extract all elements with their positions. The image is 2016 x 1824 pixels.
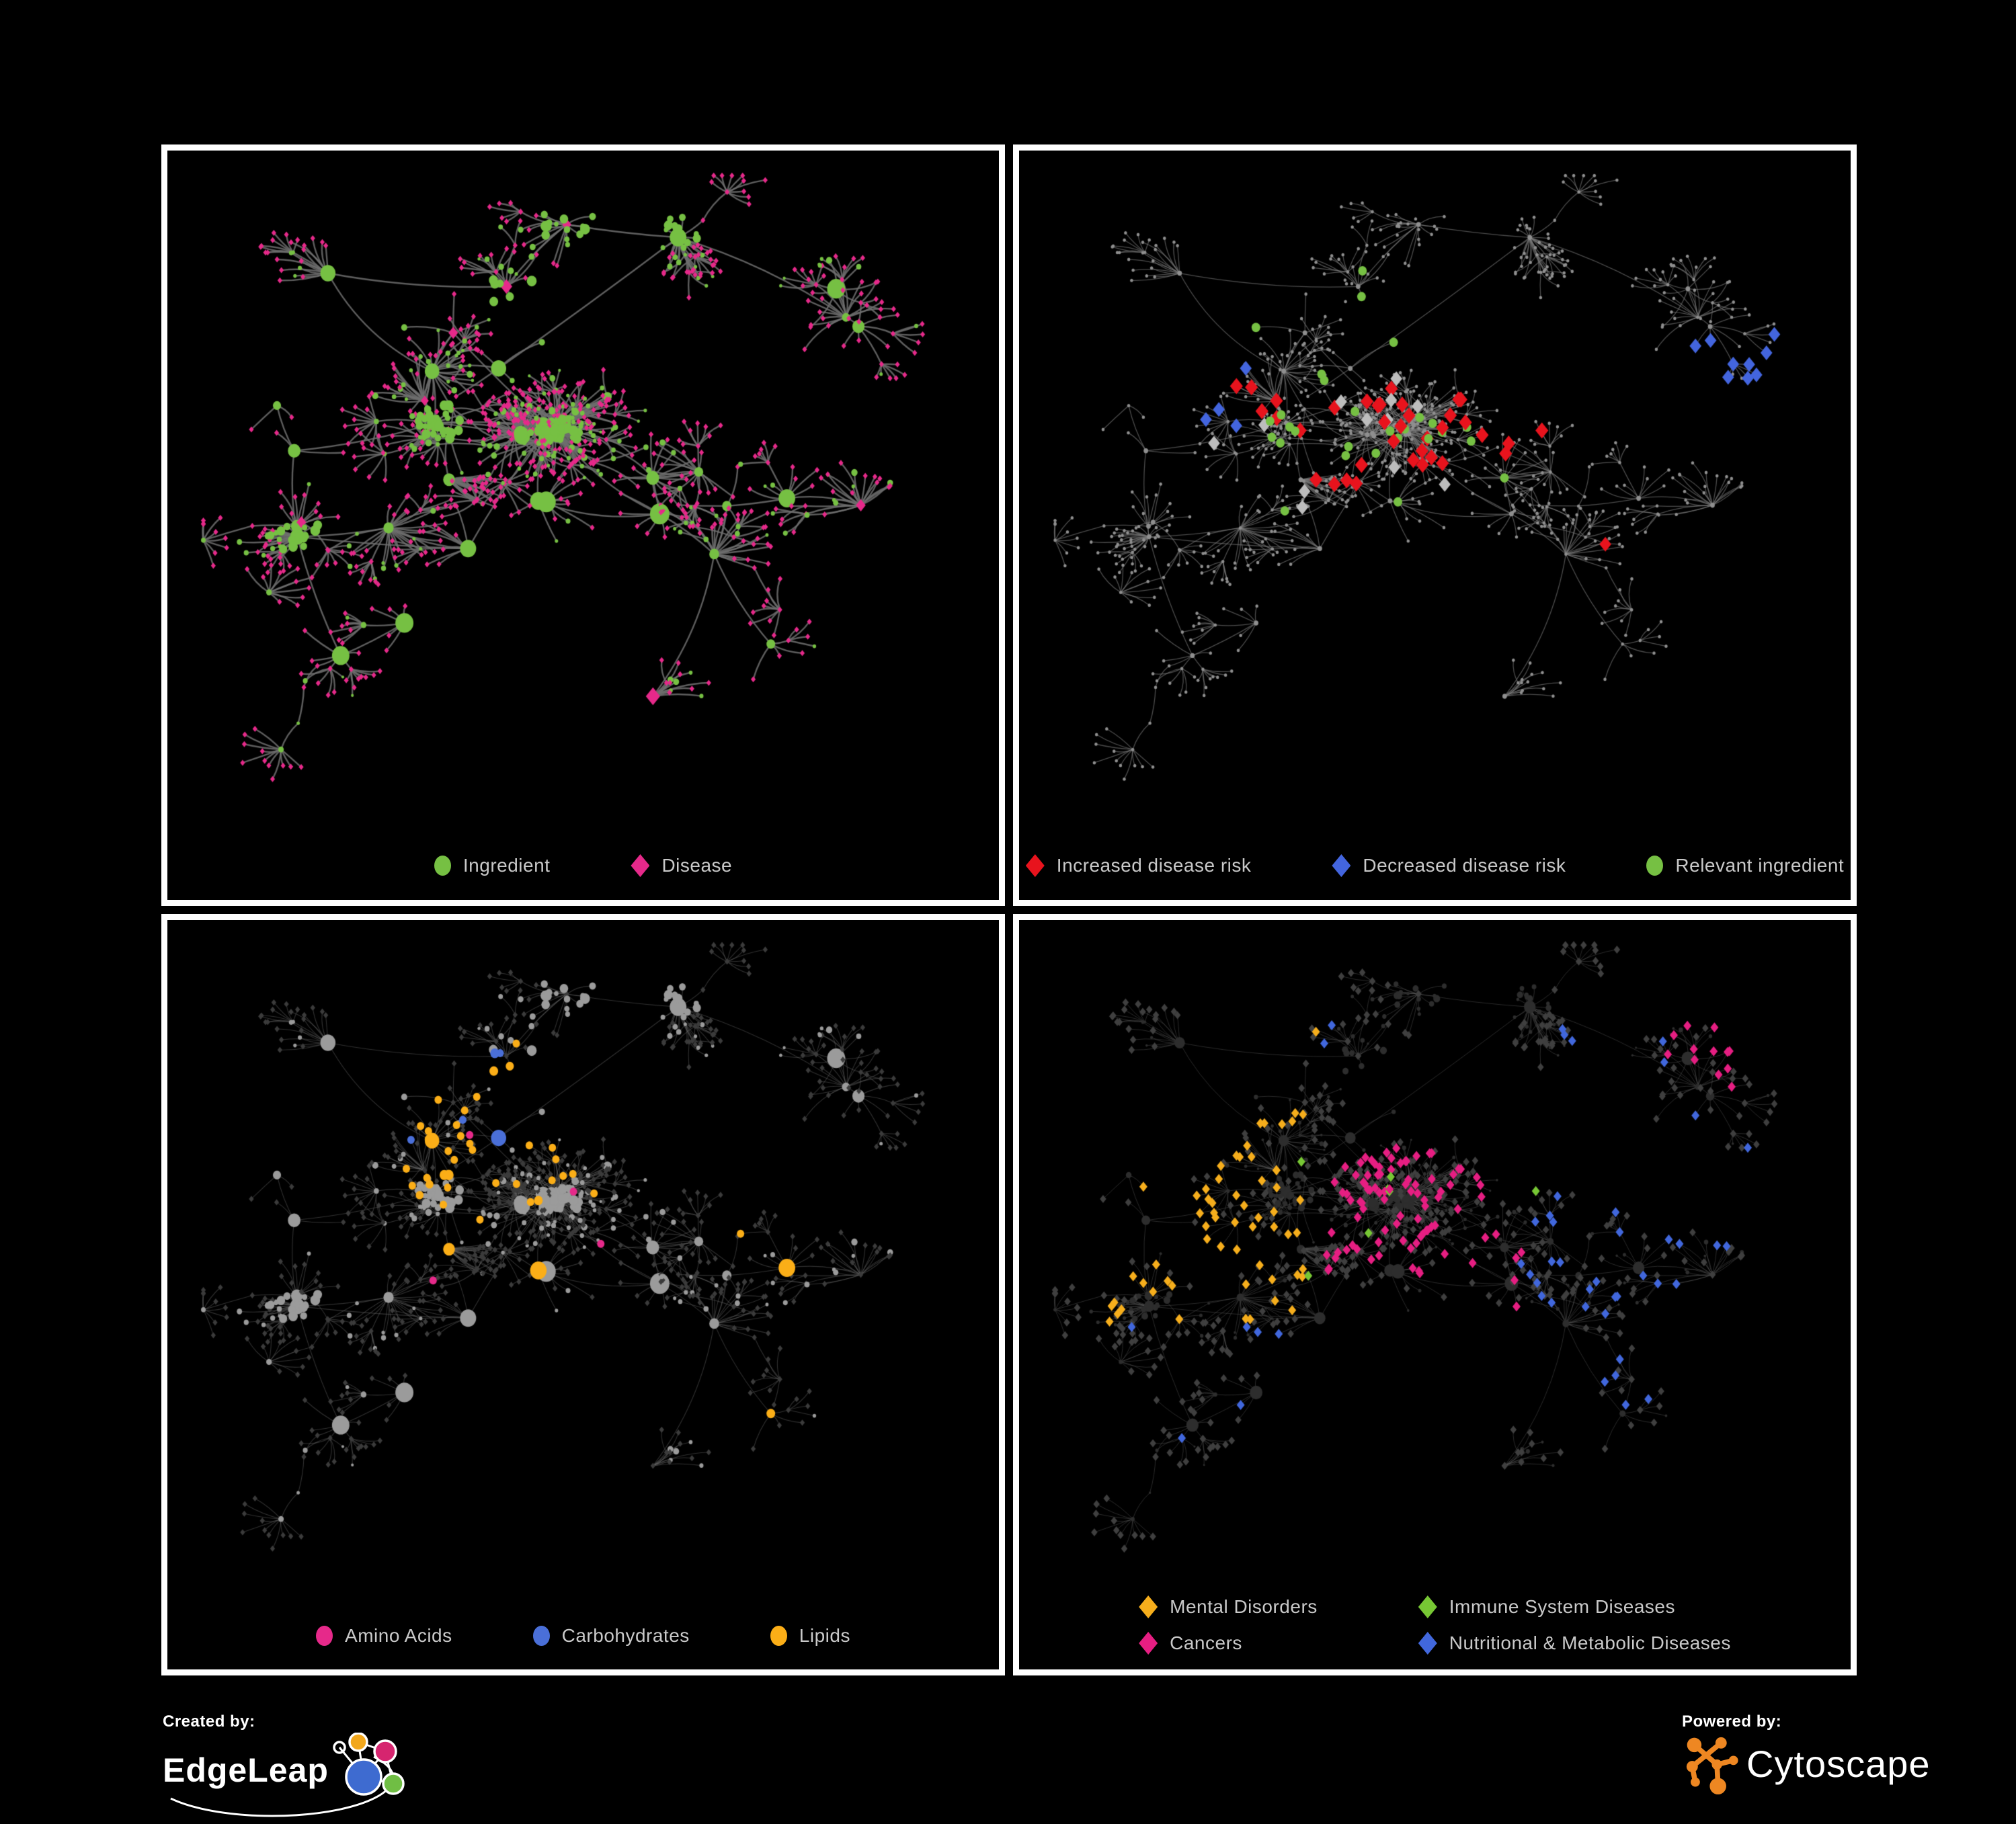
legend-item-relevant-ingredient: Relevant ingredient — [1646, 855, 1844, 876]
legend-disease-categories: Mental Disorders Immune System Diseases … — [1019, 1595, 1851, 1655]
legend-label-relevant-ingredient: Relevant ingredient — [1675, 855, 1845, 876]
legend-label-decreased-risk: Decreased disease risk — [1363, 855, 1566, 876]
powered-by-label: Powered by: — [1682, 1712, 1782, 1731]
legend-item-immune-diseases: Immune System Diseases — [1418, 1595, 1731, 1618]
panel-disease-categories: Mental Disorders Immune System Diseases … — [1013, 914, 1857, 1675]
legend-item-ingredient: Ingredient — [434, 855, 551, 876]
legend-label-nutritional-metabolic: Nutritional & Metabolic Diseases — [1449, 1632, 1731, 1653]
cytoscape-logo-icon — [1686, 1737, 1738, 1794]
cancers-marker-icon — [1139, 1632, 1158, 1655]
edgeleap-logo-icon — [333, 1733, 405, 1796]
mental-disorders-marker-icon — [1139, 1595, 1158, 1618]
disease-marker-icon — [631, 854, 650, 877]
legend-label-disease: Disease — [661, 855, 733, 876]
panel-nutrient-classes: Amino Acids Carbohydrates Lipids — [161, 914, 1005, 1675]
legend-item-mental-disorders: Mental Disorders — [1139, 1595, 1318, 1618]
network-canvas-disease-categories — [1019, 920, 1851, 1575]
legend-item-amino-acids: Amino Acids — [316, 1625, 452, 1647]
network-canvas-ingredient-disease — [167, 151, 999, 806]
legend-item-lipids: Lipids — [770, 1625, 850, 1647]
amino-acids-marker-icon — [316, 1626, 333, 1646]
legend-disease-risk: Increased disease risk Decreased disease… — [1019, 854, 1851, 877]
powered-by-block: Powered by: Cytoscape — [1682, 1712, 1964, 1794]
legend-item-nutritional-metabolic: Nutritional & Metabolic Diseases — [1418, 1632, 1731, 1655]
network-canvas-nutrient-classes — [167, 920, 999, 1575]
legend-item-disease: Disease — [631, 854, 732, 877]
panel-ingredient-disease: Ingredient Disease — [161, 144, 1005, 906]
edgeleap-wordmark: EdgeLeap — [163, 1751, 329, 1789]
legend-label-ingredient: Ingredient — [462, 855, 551, 876]
cytoscape-wordmark: Cytoscape — [1746, 1742, 1931, 1785]
increased-risk-marker-icon — [1025, 854, 1045, 877]
legend-nutrient-classes: Amino Acids Carbohydrates Lipids — [167, 1625, 999, 1647]
legend-label-lipids: Lipids — [799, 1625, 850, 1646]
legend-label-immune-diseases: Immune System Diseases — [1449, 1596, 1675, 1617]
created-by-block: Created by: EdgeLeap — [163, 1712, 445, 1817]
cytoscape-brand-row: Cytoscape — [1682, 1733, 1964, 1794]
legend-item-carbohydrates: Carbohydrates — [532, 1625, 690, 1647]
immune-diseases-marker-icon — [1418, 1595, 1437, 1618]
panel-disease-risk: Increased disease risk Decreased disease… — [1013, 144, 1857, 906]
legend-label-amino-acids: Amino Acids — [345, 1625, 452, 1646]
legend-ingredient-disease: Ingredient Disease — [167, 854, 999, 877]
edgeleap-brand-row: EdgeLeap — [163, 1733, 445, 1817]
legend-label-mental-disorders: Mental Disorders — [1170, 1596, 1318, 1617]
legend-item-cancers: Cancers — [1139, 1632, 1318, 1655]
legend-label-cancers: Cancers — [1170, 1632, 1242, 1653]
nutritional-metabolic-marker-icon — [1418, 1632, 1437, 1655]
created-by-label: Created by: — [163, 1712, 255, 1731]
carbohydrates-marker-icon — [532, 1626, 550, 1646]
decreased-risk-marker-icon — [1332, 854, 1351, 877]
network-canvas-disease-risk — [1019, 151, 1851, 806]
legend-label-increased-risk: Increased disease risk — [1056, 855, 1252, 876]
ingredient-marker-icon — [434, 856, 451, 876]
legend-item-decreased-risk: Decreased disease risk — [1332, 854, 1566, 877]
lipids-marker-icon — [770, 1626, 787, 1646]
legend-item-increased-risk: Increased disease risk — [1025, 854, 1252, 877]
relevant-ingredient-marker-icon — [1646, 856, 1664, 876]
legend-label-carbohydrates: Carbohydrates — [561, 1625, 690, 1646]
